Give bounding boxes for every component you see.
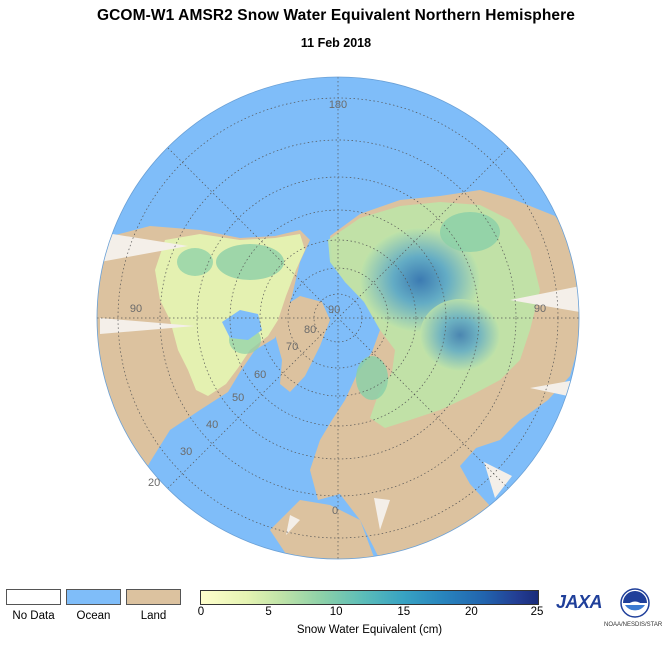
- lon-label-bottom: 0: [332, 505, 338, 517]
- map-date: 11 Feb 2018: [300, 36, 372, 50]
- lat-label-90: 90: [328, 304, 340, 316]
- snow-siberia-deep-2: [420, 299, 500, 371]
- no-data-wedge-south-2: [374, 498, 390, 530]
- colorbar-tick: 5: [265, 606, 272, 618]
- colorbar-tick: 10: [329, 606, 343, 618]
- lat-label-20: 20: [148, 477, 160, 489]
- colorbar-tick: 0: [197, 606, 205, 618]
- legend-swatch-no-data: [6, 589, 61, 605]
- noaa-logo-icon: [620, 588, 650, 618]
- colorbar-tick: 25: [530, 606, 544, 618]
- legend-label-no-data: No Data: [12, 610, 55, 622]
- swe-colorbar: [200, 590, 539, 605]
- no-data-wedge-east: [510, 286, 579, 312]
- no-data-wedge-south-3: [286, 515, 300, 535]
- lat-label-60: 60: [254, 369, 266, 381]
- noaa-caption: NOAA/NESDIS/STAR: [604, 622, 663, 628]
- lon-label-top: 180: [329, 99, 347, 111]
- colorbar-tick: 20: [464, 606, 478, 618]
- globe-outline: [96, 76, 580, 560]
- legend-label-ocean: Ocean: [76, 610, 111, 622]
- snow-scandinavia: [356, 356, 388, 400]
- hudson-bay: [222, 310, 262, 340]
- lon-label-right: 90: [534, 303, 546, 315]
- legend-swatch-land: [126, 589, 181, 605]
- lon-label-left: 90: [130, 303, 142, 315]
- lat-label-40: 40: [206, 419, 218, 431]
- no-data-wedge-west-2: [100, 318, 195, 334]
- jaxa-logo: JAXA: [556, 592, 603, 612]
- land-greenland: [275, 296, 330, 392]
- lat-label-30: 30: [180, 446, 192, 458]
- colorbar-tick: 15: [397, 606, 411, 618]
- legend-swatch-ocean: [66, 589, 121, 605]
- map-title: GCOM-W1 AMSR2 Snow Water Equivalent Nort…: [96, 7, 576, 24]
- colorbar-title: Snow Water Equivalent (cm): [296, 624, 443, 636]
- snow-canada-patch: [216, 244, 284, 280]
- snow-alaska: [177, 248, 213, 276]
- snow-eastern-siberia: [440, 212, 500, 252]
- no-data-wedge-west: [100, 232, 188, 262]
- lat-label-70: 70: [286, 341, 298, 353]
- no-data-wedge-east-2: [530, 380, 575, 396]
- legend-label-land: Land: [140, 610, 167, 622]
- longitude-grid: [97, 77, 579, 559]
- lat-label-50: 50: [232, 392, 244, 404]
- lat-label-80: 80: [304, 324, 316, 336]
